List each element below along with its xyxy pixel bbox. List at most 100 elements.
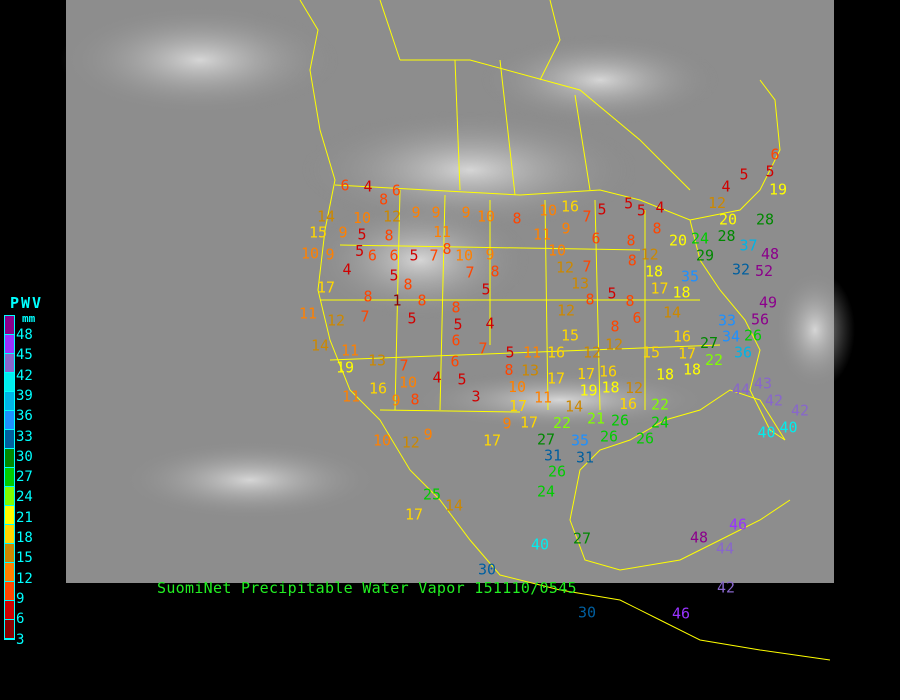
legend-swatch — [5, 563, 14, 582]
legend-label: 6 — [16, 611, 25, 628]
station-pwv-value: 5 — [457, 371, 466, 389]
station-pwv-value: 5 — [607, 285, 616, 303]
station-pwv-value: 7 — [360, 308, 369, 326]
station-pwv-value: 15 — [561, 327, 579, 345]
station-pwv-value: 9 — [424, 426, 433, 444]
station-pwv-value: 16 — [561, 198, 579, 216]
station-pwv-value: 36 — [734, 344, 752, 362]
station-pwv-value: 9 — [338, 224, 347, 242]
station-pwv-value: 10 — [373, 432, 391, 450]
station-pwv-value: 6 — [340, 177, 349, 195]
station-pwv-value: 5 — [624, 195, 633, 213]
legend-unit: mm — [22, 312, 36, 325]
station-pwv-value: 19 — [579, 381, 597, 399]
legend-swatch — [5, 620, 14, 639]
legend-label: 18 — [16, 530, 33, 546]
legend-swatch — [5, 335, 14, 354]
legend-label: 12 — [16, 570, 33, 587]
station-pwv-value: 28 — [717, 227, 735, 245]
station-pwv-value: 13 — [368, 352, 386, 370]
station-pwv-value: 4 — [721, 178, 730, 196]
station-pwv-value: 22 — [553, 414, 571, 432]
station-pwv-value: 11 — [523, 344, 541, 362]
legend-label: 15 — [16, 550, 33, 567]
station-pwv-value: 12 — [402, 434, 420, 452]
station-pwv-value: 8 — [363, 288, 372, 306]
legend-label: 24 — [16, 489, 33, 506]
legend-label: 48 — [16, 327, 33, 343]
station-pwv-value: 8 — [652, 220, 661, 238]
station-pwv-value: 44 — [732, 381, 750, 399]
legend-swatch — [5, 392, 14, 411]
station-pwv-value: 16 — [369, 380, 387, 398]
station-pwv-value: 52 — [755, 262, 773, 280]
legend-swatch — [5, 601, 14, 620]
station-pwv-value: 4 — [655, 199, 664, 217]
station-pwv-value: 40 — [531, 536, 549, 554]
station-pwv-value: 9 — [325, 246, 334, 264]
station-pwv-value: 16 — [673, 328, 691, 346]
station-pwv-value: 18 — [672, 284, 690, 302]
legend-swatch — [5, 525, 14, 544]
station-pwv-value: 5 — [407, 310, 416, 328]
station-pwv-value: 27 — [573, 530, 591, 548]
station-pwv-value: 17 — [577, 365, 595, 383]
station-pwv-value: 10 — [301, 245, 319, 263]
station-pwv-value: 5 — [637, 202, 646, 220]
station-pwv-value: 10 — [399, 374, 417, 392]
legend-label: 30 — [16, 448, 33, 465]
station-pwv-value: 1 — [392, 292, 401, 310]
station-pwv-value: 40 — [757, 424, 775, 442]
station-pwv-value: 6 — [451, 332, 460, 350]
legend-swatch — [5, 373, 14, 392]
station-pwv-value: 42 — [765, 391, 783, 409]
station-pwv-value: 9 — [431, 204, 440, 222]
station-pwv-value: 4 — [485, 315, 494, 333]
legend-swatch — [5, 468, 14, 487]
station-pwv-value: 13 — [521, 362, 539, 380]
station-pwv-value: 12 — [708, 194, 726, 212]
station-pwv-value: 6 — [770, 146, 779, 164]
legend-swatch — [5, 449, 14, 468]
station-pwv-value: 48 — [761, 245, 779, 263]
station-pwv-value: 24 — [651, 414, 669, 432]
station-pwv-value: 12 — [641, 246, 659, 264]
station-pwv-value: 9 — [391, 392, 400, 410]
station-pwv-value: 46 — [672, 605, 690, 623]
station-pwv-value: 6 — [591, 230, 600, 248]
station-pwv-value: 5 — [597, 201, 606, 219]
station-pwv-value: 25 — [423, 486, 441, 504]
station-pwv-value: 27 — [700, 334, 718, 352]
station-pwv-value: 19 — [769, 181, 787, 199]
station-pwv-value: 17 — [678, 344, 696, 362]
station-pwv-value: 7 — [478, 340, 487, 358]
station-pwv-value: 4 — [432, 369, 441, 387]
station-pwv-value: 18 — [683, 361, 701, 379]
station-pwv-value: 12 — [583, 344, 601, 362]
station-pwv-value: 11 — [342, 388, 360, 406]
station-pwv-value: 8 — [628, 252, 637, 270]
station-pwv-value: 8 — [384, 227, 393, 245]
legend-label: 45 — [16, 347, 33, 364]
legend-label: 42 — [16, 367, 33, 384]
station-pwv-value: 9 — [411, 204, 420, 222]
station-pwv-value: 10 — [353, 209, 371, 227]
station-pwv-value: 8 — [504, 361, 513, 379]
station-pwv-value: 12 — [383, 207, 401, 225]
station-pwv-value: 11 — [534, 389, 552, 407]
station-pwv-value: 5 — [765, 162, 774, 180]
station-pwv-value: 21 — [587, 410, 605, 428]
station-pwv-value: 6 — [632, 309, 641, 327]
station-pwv-value: 12 — [327, 312, 345, 330]
station-pwv-value: 5 — [355, 242, 364, 260]
station-pwv-value: 4 — [342, 261, 351, 279]
station-pwv-value: 8 — [512, 210, 521, 228]
station-pwv-value: 6 — [389, 247, 398, 265]
station-pwv-value: 8 — [626, 232, 635, 250]
station-pwv-value: 8 — [610, 318, 619, 336]
station-pwv-value: 12 — [625, 379, 643, 397]
station-pwv-value: 5 — [481, 281, 490, 299]
station-pwv-value: 37 — [739, 237, 757, 255]
station-pwv-value: 14 — [565, 398, 583, 416]
